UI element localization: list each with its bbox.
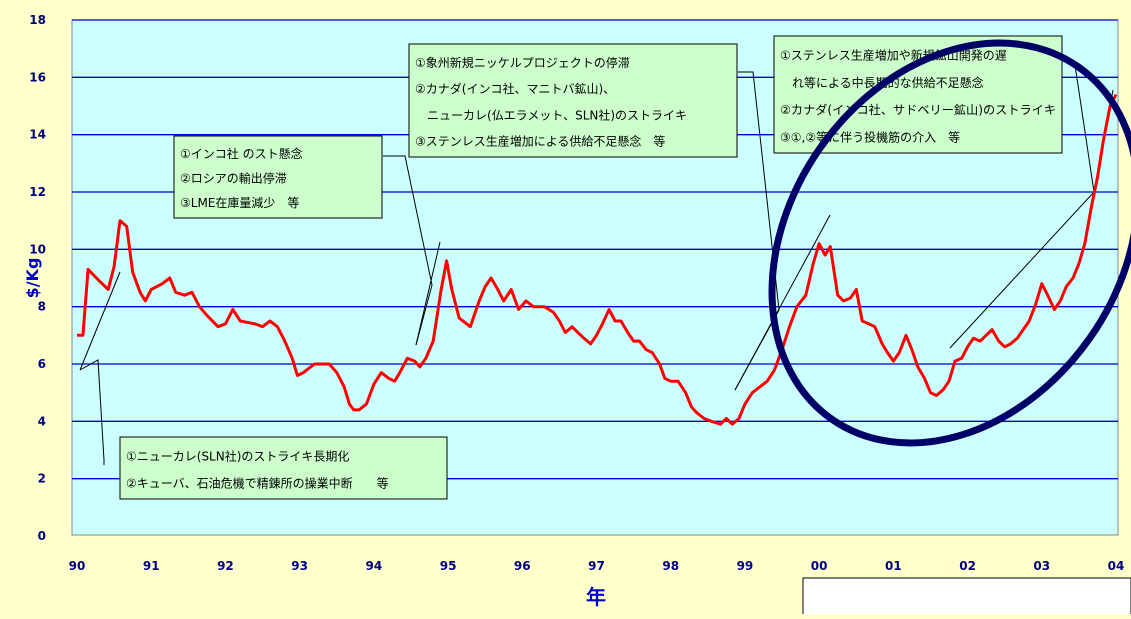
y-tick-label: 8 bbox=[38, 300, 46, 314]
y-tick-label: 18 bbox=[29, 13, 46, 27]
y-tick-label: 10 bbox=[29, 242, 46, 256]
annotation-box-bg bbox=[173, 135, 383, 219]
price-series-line bbox=[77, 93, 1118, 426]
annotation-text: ①ニューカレ(SLN社)のストライキ長期化 bbox=[126, 448, 349, 463]
y-axis-ticks: 0 2 4 6 8 10 12 14 16 18 bbox=[29, 13, 46, 543]
highlight-circle bbox=[768, 39, 1131, 447]
x-tick-label: 97 bbox=[588, 559, 605, 573]
annotation-text: ①象州新規ニッケルプロジェクトの停滞 bbox=[415, 55, 630, 70]
empty-legend-box bbox=[802, 577, 1131, 619]
annotation-box-bg bbox=[773, 35, 1063, 154]
x-axis-ticks: 90 91 92 93 94 95 96 97 98 99 00 01 02 03 04 bbox=[69, 559, 1125, 573]
x-tick-label: 00 bbox=[811, 559, 828, 573]
annotation-text: ②キューバ、石油危機で精錬所の操業中断 等 bbox=[126, 475, 389, 490]
annotation-box-bg bbox=[119, 436, 448, 500]
y-tick-label: 6 bbox=[38, 357, 46, 371]
x-tick-label: 98 bbox=[662, 559, 679, 573]
annotation-text: ③ステンレス生産増加による供給不足懸念 等 bbox=[415, 134, 665, 149]
y-tick-label: 16 bbox=[29, 70, 46, 84]
x-tick-label: 01 bbox=[885, 559, 902, 573]
annotation-leader-line bbox=[415, 241, 441, 346]
annotation-leader-line bbox=[383, 155, 433, 346]
annotation-text: ③①,②等に伴う投機筋の介入 等 bbox=[780, 129, 960, 144]
annotation-text: ニューカレ(仏エラメット、SLN社)のストライキ bbox=[415, 107, 687, 122]
annotation-text: ①インコ社 のスト懸念 bbox=[180, 146, 303, 161]
annotation-text: ③LME在庫量減少 等 bbox=[180, 195, 299, 210]
annotation-text: ②ロシアの輸出停滞 bbox=[180, 170, 287, 185]
annotations: ①インコ社 のスト懸念 ②ロシアの輸出停滞 ③LME在庫量減少 等 ①象州新規ニッケル… bbox=[119, 35, 1063, 500]
annotation-leader-line bbox=[79, 359, 105, 465]
x-tick-label: 91 bbox=[143, 559, 160, 573]
x-axis-label: 年 bbox=[586, 585, 606, 609]
x-tick-label: 99 bbox=[737, 559, 754, 573]
y-tick-label: 4 bbox=[38, 414, 46, 428]
annotation-text: ②カナダ(インコ社、サドベリー鉱山)のストライキ bbox=[780, 102, 1056, 117]
annotation-box-bg bbox=[408, 43, 738, 158]
annotation-box: ①ニューカレ(SLN社)のストライキ長期化 ②キューバ、石油危機で精錬所の操業中断… bbox=[119, 436, 448, 500]
annotation-box: ①象州新規ニッケルプロジェクトの停滞 ②カナダ(インコ社、マニトバ鉱山)、 ニュー… bbox=[408, 43, 738, 158]
y-tick-label: 2 bbox=[38, 472, 46, 486]
x-tick-label: 02 bbox=[959, 559, 976, 573]
x-tick-label: 92 bbox=[217, 559, 234, 573]
annotation-text: ①ステンレス生産増加や新規鉱山開発の遅 bbox=[780, 48, 1007, 63]
series-layer bbox=[77, 93, 1118, 426]
annotation-leader-line bbox=[79, 271, 121, 371]
annotation-box: ①インコ社 のスト懸念 ②ロシアの輸出停滞 ③LME在庫量減少 等 bbox=[173, 135, 383, 219]
annotation-text: ②カナダ(インコ社、マニトバ鉱山)、 bbox=[415, 81, 615, 96]
x-tick-label: 96 bbox=[514, 559, 531, 573]
x-tick-label: 03 bbox=[1033, 559, 1050, 573]
x-tick-label: 04 bbox=[1108, 559, 1125, 573]
y-tick-label: 12 bbox=[29, 185, 46, 199]
annotation-leader-line bbox=[734, 214, 831, 391]
x-tick-label: 94 bbox=[366, 559, 383, 573]
y-axis-label: $/Kg bbox=[23, 258, 42, 299]
y-tick-label: 14 bbox=[29, 128, 46, 142]
x-tick-label: 93 bbox=[291, 559, 308, 573]
annotation-box: ①ステンレス生産増加や新規鉱山開発の遅 れ等による中長期的な供給不足懸念②カナダ… bbox=[773, 35, 1063, 154]
x-tick-label: 95 bbox=[440, 559, 457, 573]
y-tick-label: 0 bbox=[38, 529, 46, 543]
x-tick-label: 90 bbox=[69, 559, 86, 573]
